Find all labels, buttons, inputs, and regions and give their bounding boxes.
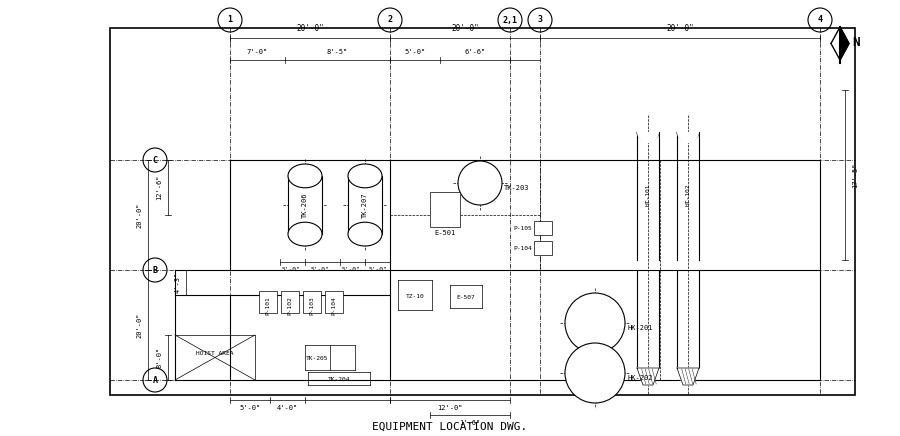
Text: 20'-0": 20'-0" — [451, 24, 479, 33]
Text: E-507: E-507 — [456, 294, 475, 300]
Bar — [534, 221, 552, 235]
Wedge shape — [677, 132, 699, 143]
Ellipse shape — [348, 222, 382, 246]
Ellipse shape — [288, 164, 322, 188]
Text: 6'-6": 6'-6" — [464, 49, 486, 55]
Text: 1'-6": 1'-6" — [459, 420, 481, 426]
Polygon shape — [637, 368, 659, 385]
Ellipse shape — [288, 222, 322, 246]
Text: 2: 2 — [388, 16, 392, 24]
Text: 2,1: 2,1 — [502, 16, 518, 24]
Text: 1: 1 — [228, 16, 232, 24]
Text: HK-202: HK-202 — [627, 375, 652, 381]
Bar — [259, 291, 277, 313]
Bar — [534, 241, 552, 255]
Text: B: B — [152, 266, 158, 275]
Text: 20'-0": 20'-0" — [666, 24, 694, 33]
Text: 17'-5": 17'-5" — [852, 162, 858, 188]
Text: 5'-0": 5'-0" — [282, 267, 301, 272]
Text: A: A — [152, 375, 158, 385]
Text: HT-102: HT-102 — [686, 184, 690, 206]
Circle shape — [565, 293, 625, 353]
Bar — [430, 192, 460, 227]
Text: 4: 4 — [817, 16, 823, 24]
Wedge shape — [637, 132, 659, 143]
Bar — [325, 291, 343, 313]
Text: 5'-0": 5'-0" — [310, 267, 329, 272]
Polygon shape — [840, 27, 849, 60]
Text: HK-201: HK-201 — [627, 325, 652, 331]
Text: TK-204: TK-204 — [328, 377, 350, 382]
Text: P-103: P-103 — [310, 296, 314, 315]
Bar — [348, 176, 382, 234]
Text: HT-101: HT-101 — [645, 184, 651, 206]
Text: 8'-0": 8'-0" — [156, 347, 162, 368]
Text: TK-207: TK-207 — [362, 192, 368, 218]
Text: 5'-0": 5'-0" — [342, 267, 360, 272]
Text: P-102: P-102 — [287, 296, 292, 315]
Bar — [175, 335, 255, 380]
Text: 20'-0": 20'-0" — [296, 24, 324, 33]
Circle shape — [565, 343, 625, 403]
Bar — [281, 291, 299, 313]
Text: 8'-5": 8'-5" — [327, 49, 348, 55]
Polygon shape — [677, 368, 699, 385]
Text: 5'-0": 5'-0" — [239, 405, 261, 411]
Text: 12'-6": 12'-6" — [156, 175, 162, 200]
Text: P-104: P-104 — [513, 245, 532, 251]
Text: E-501: E-501 — [435, 230, 455, 236]
Bar — [110, 28, 855, 395]
Text: N: N — [852, 37, 860, 50]
Text: 5'-0": 5'-0" — [369, 267, 387, 272]
Circle shape — [458, 161, 502, 205]
Text: 20'-0": 20'-0" — [136, 312, 142, 338]
Text: P-101: P-101 — [266, 296, 271, 315]
Text: EQUIPMENT LOCATION DWG.: EQUIPMENT LOCATION DWG. — [373, 422, 527, 432]
Text: C: C — [152, 156, 158, 164]
Ellipse shape — [348, 164, 382, 188]
Text: 4'-3": 4'-3" — [175, 272, 181, 293]
Text: P-104: P-104 — [331, 296, 337, 315]
Text: TZ-10: TZ-10 — [406, 293, 425, 299]
Text: TK-205: TK-205 — [306, 355, 328, 361]
Text: 12'-0": 12'-0" — [437, 405, 463, 411]
Text: TK-206: TK-206 — [302, 192, 308, 218]
Text: 7'-0": 7'-0" — [247, 49, 268, 55]
Text: 3: 3 — [537, 16, 543, 24]
Bar — [303, 291, 321, 313]
Bar — [288, 176, 322, 234]
Text: 20'-0": 20'-0" — [136, 202, 142, 228]
Text: 5'-0": 5'-0" — [404, 49, 426, 55]
Text: TK-203: TK-203 — [504, 185, 529, 191]
Text: P-105: P-105 — [513, 225, 532, 231]
Text: HOIST AREA: HOIST AREA — [196, 351, 234, 356]
Text: 4'-0": 4'-0" — [277, 405, 298, 411]
